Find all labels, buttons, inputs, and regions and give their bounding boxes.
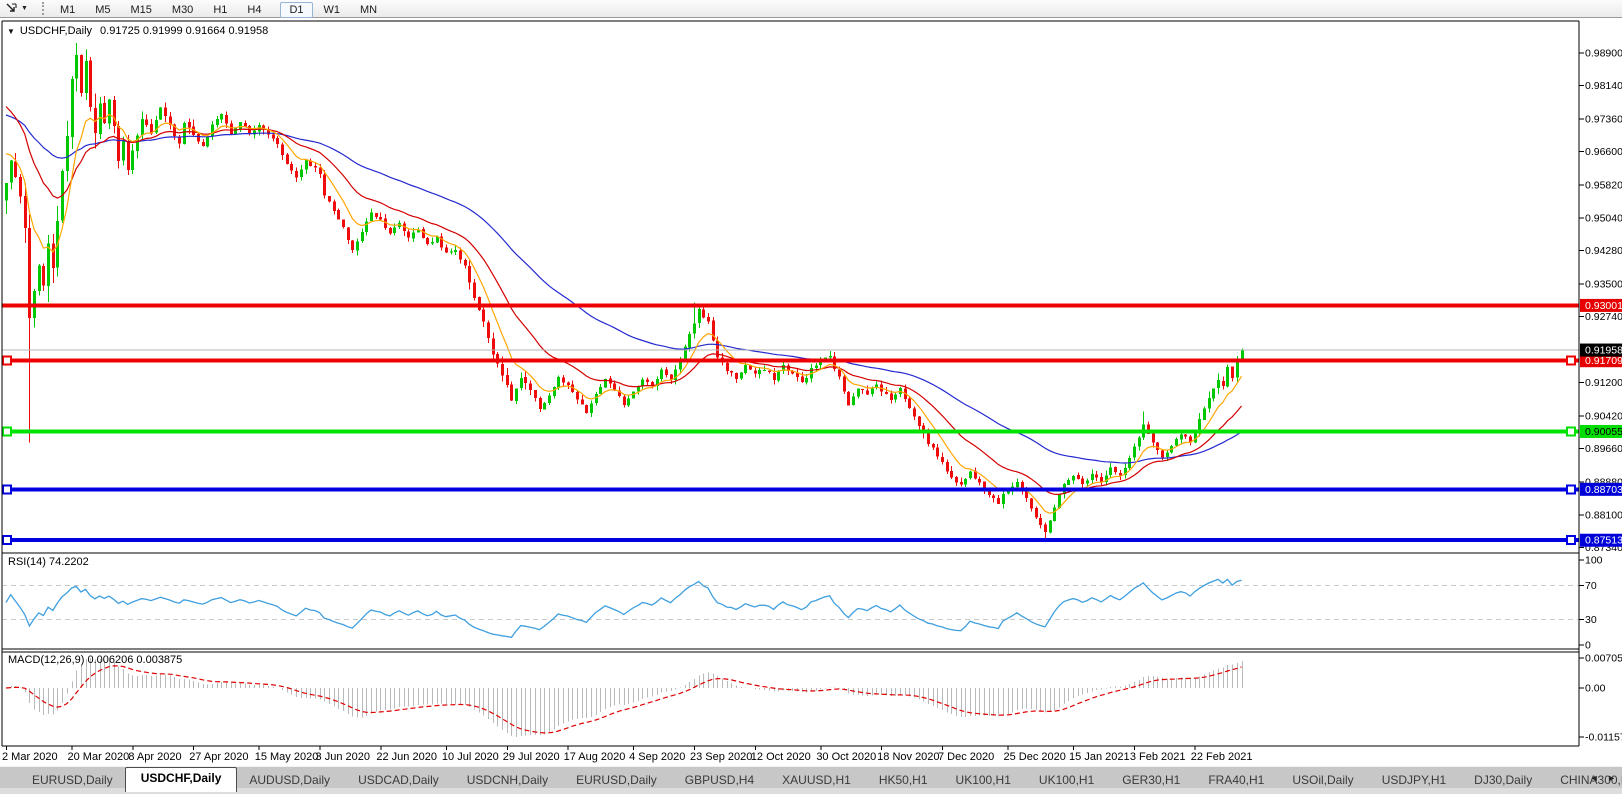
svg-text:0.91200: 0.91200 (1585, 377, 1622, 389)
svg-text:0.90055: 0.90055 (1585, 426, 1622, 438)
tab-scroll-arrows: ◄ ► (1584, 773, 1616, 783)
tab-uk100-h1[interactable]: UK100,H1 (955, 773, 1011, 787)
svg-text:15 Jan 2021: 15 Jan 2021 (1069, 751, 1130, 763)
svg-text:0.87513: 0.87513 (1585, 535, 1622, 547)
svg-text:0.88100: 0.88100 (1585, 510, 1622, 522)
svg-text:20 Mar 2020: 20 Mar 2020 (68, 751, 130, 763)
levels-layer[interactable] (2, 303, 1579, 546)
tab-usoil-daily[interactable]: USOil,Daily (1292, 773, 1354, 787)
svg-text:17 Aug 2020: 17 Aug 2020 (564, 751, 626, 763)
svg-text:10 Jul 2020: 10 Jul 2020 (442, 751, 499, 763)
svg-text:70: 70 (1585, 580, 1597, 592)
svg-text:0.91958: 0.91958 (1585, 345, 1622, 357)
svg-text:0.95820: 0.95820 (1585, 179, 1622, 191)
chart-symbol: USDCHF,Daily (19, 25, 93, 37)
tab-usdcnh-daily[interactable]: USDCNH,Daily (466, 773, 549, 787)
tf-button-H4[interactable]: H4 (247, 3, 262, 16)
svg-text:3 Feb 2021: 3 Feb 2021 (1130, 751, 1186, 763)
chart-surface[interactable]: 0.98900 0.98140 0.97360 0.96600 0.95820 0.950… (0, 0, 1622, 766)
svg-text:0.007053: 0.007053 (1585, 653, 1622, 665)
svg-text:0.90420: 0.90420 (1585, 410, 1622, 422)
toolbar: ▼ M1 M5 M15 M30 H1 H4 D1 W1 MN (0, 0, 1622, 18)
price-axis: 0.98900 0.98140 0.97360 0.96600 0.95820 0.950… (1579, 48, 1622, 744)
svg-text:22 Jun 2020: 22 Jun 2020 (376, 751, 437, 763)
panel-borders (1, 20, 1580, 747)
tf-button-M1[interactable]: M1 (59, 3, 76, 16)
symbol-tabbar: EURUSD,Daily USDCHF,Daily AUDUSD,Daily USDC… (0, 766, 1622, 794)
svg-text:30: 30 (1585, 614, 1597, 626)
svg-text:0.93500: 0.93500 (1585, 279, 1622, 291)
tab-hk50-h1[interactable]: HK50,H1 (878, 773, 928, 787)
tf-button-M15[interactable]: M15 (130, 3, 152, 16)
tab-ger30-h1[interactable]: GER30,H1 (1122, 773, 1181, 787)
collapse-icon[interactable]: ▼ (7, 27, 15, 36)
svg-text:0.91709: 0.91709 (1585, 355, 1622, 367)
tab-usdjpy-h1[interactable]: USDJPY,H1 (1381, 773, 1447, 787)
svg-text:3 Jun 2020: 3 Jun 2020 (316, 751, 370, 763)
tab-usdcad-daily[interactable]: USDCAD,Daily (358, 773, 439, 787)
svg-text:27 Apr 2020: 27 Apr 2020 (189, 751, 248, 763)
svg-text:0.96600: 0.96600 (1585, 146, 1622, 158)
tab-china300-h1[interactable]: CHINA300,H1 (1560, 773, 1622, 787)
svg-text:30 Oct 2020: 30 Oct 2020 (816, 751, 876, 763)
svg-text:0.97360: 0.97360 (1585, 113, 1622, 125)
tf-button-MN[interactable]: MN (360, 3, 378, 16)
svg-text:0: 0 (1585, 640, 1591, 652)
svg-text:0.89660: 0.89660 (1585, 443, 1622, 455)
tab-scroll-left-icon[interactable]: ◄ (1589, 773, 1599, 783)
tf-button-D1[interactable]: D1 (280, 1, 313, 18)
svg-text:22 Feb 2021: 22 Feb 2021 (1191, 751, 1253, 763)
tf-button-W1[interactable]: W1 (323, 3, 341, 16)
tab-xauusd-h1[interactable]: XAUUSD,H1 (782, 773, 851, 787)
tab-eurusd-daily[interactable]: EURUSD,Daily (576, 773, 657, 787)
tab-eurusd-daily[interactable]: EURUSD,Daily (32, 773, 113, 787)
svg-text:4 Sep 2020: 4 Sep 2020 (629, 751, 685, 763)
toolbar-grip[interactable] (41, 2, 44, 15)
svg-text:25 Dec 2020: 25 Dec 2020 (1004, 751, 1066, 763)
svg-text:100: 100 (1585, 555, 1603, 567)
tf-button-M30[interactable]: M30 (171, 3, 194, 16)
svg-text:0.98900: 0.98900 (1585, 48, 1622, 60)
svg-text:0.88703: 0.88703 (1585, 484, 1622, 496)
tab-dj30-daily[interactable]: DJ30,Daily (1474, 773, 1533, 787)
chart-ohlc: 0.91725 0.91999 0.91664 0.91958 (100, 25, 269, 37)
symbol-tabs: EURUSD,Daily USDCHF,Daily AUDUSD,Daily USDC… (0, 767, 1622, 792)
chart-title-bar: ▼ USDCHF,Daily 0.91725 0.91999 0.91664 0.9… (7, 25, 268, 37)
date-axis: 2 Mar 2020 20 Mar 2020 8 Apr 2020 27 Apr 20… (2, 746, 1253, 763)
candles-layer (5, 43, 1244, 538)
tab-uk100-h1[interactable]: UK100,H1 (1038, 773, 1095, 787)
timeframe-group: M1 M5 M15 M30 H1 H4 D1 W1 MN (50, 0, 395, 18)
svg-text:0.98140: 0.98140 (1585, 80, 1622, 92)
svg-text:18 Nov 2020: 18 Nov 2020 (877, 751, 939, 763)
svg-text:0.93001: 0.93001 (1585, 300, 1622, 312)
tab-scroll-right-icon[interactable]: ► (1607, 773, 1616, 783)
tab-audusd-daily[interactable]: AUDUSD,Daily (249, 773, 331, 787)
rsi-label: RSI(14) 74.2202 (8, 556, 89, 568)
svg-text:0.95040: 0.95040 (1585, 213, 1622, 225)
svg-text:29 Jul 2020: 29 Jul 2020 (503, 751, 560, 763)
tab-fra40-h1[interactable]: FRA40,H1 (1208, 773, 1265, 787)
macd-layer (5, 658, 1243, 737)
tab-gbpusd-h4[interactable]: GBPUSD,H4 (684, 773, 755, 787)
macd-label: MACD(12,26,9) 0.006206 0.003875 (8, 654, 183, 666)
svg-text:15 May 2020: 15 May 2020 (255, 751, 319, 763)
svg-text:2 Mar 2020: 2 Mar 2020 (2, 751, 58, 763)
svg-text:0.00: 0.00 (1585, 683, 1606, 695)
chevron-down-icon[interactable]: ▼ (21, 5, 28, 12)
svg-text:12 Oct 2020: 12 Oct 2020 (751, 751, 811, 763)
tf-button-M5[interactable]: M5 (95, 3, 111, 16)
tab-usdchf-daily[interactable]: USDCHF,Daily (124, 767, 238, 792)
svg-text:7 Dec 2020: 7 Dec 2020 (938, 751, 994, 763)
rsi-layer (3, 578, 1578, 639)
moving-averages-layer (5, 106, 1243, 514)
cursor-icon[interactable] (3, 2, 19, 15)
svg-text:0.94280: 0.94280 (1585, 245, 1622, 257)
svg-text:0.92740: 0.92740 (1585, 311, 1622, 323)
tf-button-H1[interactable]: H1 (213, 3, 228, 16)
svg-text:-0.011573: -0.011573 (1585, 732, 1622, 744)
svg-text:8 Apr 2020: 8 Apr 2020 (128, 751, 181, 763)
svg-text:23 Sep 2020: 23 Sep 2020 (690, 751, 752, 763)
